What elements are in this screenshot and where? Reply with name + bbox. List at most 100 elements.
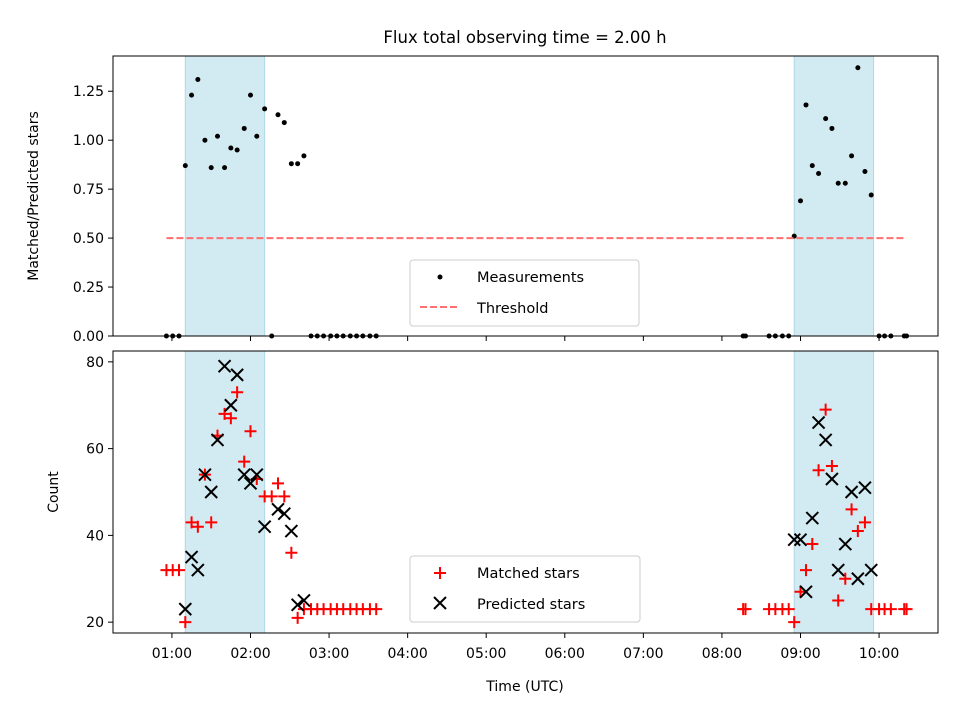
bottom-legend: Matched stars Predicted stars	[409, 555, 641, 623]
x-tick-label: 09:00	[780, 646, 820, 662]
legend-predicted-marker	[433, 596, 447, 610]
legend-measurements-label: Measurements	[477, 270, 584, 286]
matched-star-point	[839, 572, 852, 585]
x-tick-label: 06:00	[545, 646, 585, 662]
matched-star-point	[179, 616, 192, 629]
top-panel: 0.00 0.25 0.50 0.75 1.00 1.25 Matched/Predict…	[26, 55, 939, 345]
predicted-star-point	[818, 433, 833, 447]
measurement-point	[288, 161, 294, 167]
predicted-star-point	[297, 593, 311, 608]
y-tick-label: 0.50	[73, 231, 104, 247]
measurement-point	[275, 112, 281, 118]
matched-star-point	[794, 585, 807, 598]
top-y-axis: 0.00 0.25 0.50 0.75 1.00 1.25	[73, 84, 113, 345]
measurement-point	[849, 153, 855, 159]
matched-star-point	[845, 503, 858, 516]
top-shaded-spans	[184, 55, 875, 337]
measurement-point	[816, 170, 822, 176]
measurement-point	[241, 125, 247, 131]
y-tick-label: 0.25	[73, 280, 104, 296]
predicted-star-point	[284, 524, 299, 538]
matched-star-point	[900, 603, 913, 616]
predicted-star-point	[243, 476, 258, 491]
matched-star-point	[806, 538, 819, 551]
predicted-star-point	[838, 537, 852, 551]
matched-star-point	[224, 412, 237, 425]
bottom-y-axis-label: Count	[46, 471, 62, 513]
measurement-point	[248, 92, 253, 98]
predicted-star-point	[851, 572, 865, 586]
measurement-point	[195, 76, 201, 82]
x-tick-label: 07:00	[623, 646, 663, 662]
predicted-star-point	[230, 368, 244, 382]
bottom-plot-area	[160, 359, 913, 629]
predicted-star-point	[290, 598, 305, 612]
top-x-ticks	[171, 336, 880, 341]
measurement-point	[234, 147, 240, 153]
legend-matched-marker	[434, 567, 446, 579]
legend-measurements-marker	[437, 274, 443, 280]
measurement-point	[222, 165, 228, 171]
matched-star-point	[851, 525, 864, 538]
measurement-point	[281, 120, 287, 126]
matched-star-point	[739, 603, 752, 616]
matched-star-point	[812, 464, 825, 477]
matched-star-point	[884, 603, 897, 616]
y-tick-label: 1.00	[73, 133, 104, 149]
x-tick-label: 03:00	[309, 646, 349, 662]
matched-star-point	[291, 611, 304, 624]
bottom-legend-box	[409, 555, 641, 623]
y-tick-label: 0.00	[73, 329, 104, 345]
measurement-point	[803, 102, 809, 108]
top-axes-frame	[112, 55, 939, 337]
predicted-star-point	[257, 520, 272, 534]
x-tick-label: 10:00	[859, 646, 899, 662]
predicted-star-point	[178, 602, 192, 616]
matched-star-point	[370, 603, 383, 616]
measurement-point	[262, 106, 268, 112]
predicted-star-point	[864, 563, 878, 577]
measurement-point	[295, 161, 301, 167]
matched-star-point	[238, 455, 251, 468]
measurement-point	[301, 153, 307, 159]
matched-star-point	[788, 616, 801, 629]
matched-star-point	[191, 520, 204, 533]
measurement-point	[798, 198, 803, 204]
legend-matched-label: Matched stars	[477, 566, 580, 582]
predicted-star-point	[858, 480, 872, 495]
measurement-point	[254, 133, 260, 139]
predicted-star-point	[811, 415, 826, 430]
matched-star-point	[173, 564, 185, 577]
predicted-star-point	[198, 467, 212, 482]
bottom-y-axis: 20 40 60 80	[86, 355, 113, 631]
matched-star-point	[825, 459, 838, 472]
shaded-span	[184, 350, 266, 634]
predicted-star-point	[793, 533, 808, 547]
predicted-star-point	[184, 550, 199, 564]
measurement-point	[208, 165, 214, 171]
predicted-star-point	[787, 533, 801, 547]
matched-star-point	[800, 564, 812, 577]
measurement-point	[202, 137, 208, 143]
x-tick-label: 04:00	[387, 646, 427, 662]
matched-star-point	[185, 516, 198, 529]
measurement-point	[868, 192, 874, 198]
predicted-star-point	[191, 563, 205, 577]
predicted-star-point	[831, 563, 845, 577]
measurement-point	[228, 145, 234, 151]
predicted-star-point	[237, 467, 251, 482]
top-legend: Measurements Threshold	[409, 259, 640, 327]
y-tick-label: 80	[86, 355, 104, 371]
predicted-star-point	[825, 472, 839, 486]
x-tick-label: 01:00	[152, 646, 192, 662]
measurement-point	[823, 116, 829, 122]
measurement-point	[855, 65, 861, 71]
matched-star-point	[285, 546, 298, 559]
measurement-point	[182, 163, 188, 169]
matched-star-point	[858, 516, 871, 529]
top-legend-box	[409, 259, 640, 327]
predicted-star-point	[210, 433, 225, 447]
matched-star-point	[205, 516, 218, 529]
